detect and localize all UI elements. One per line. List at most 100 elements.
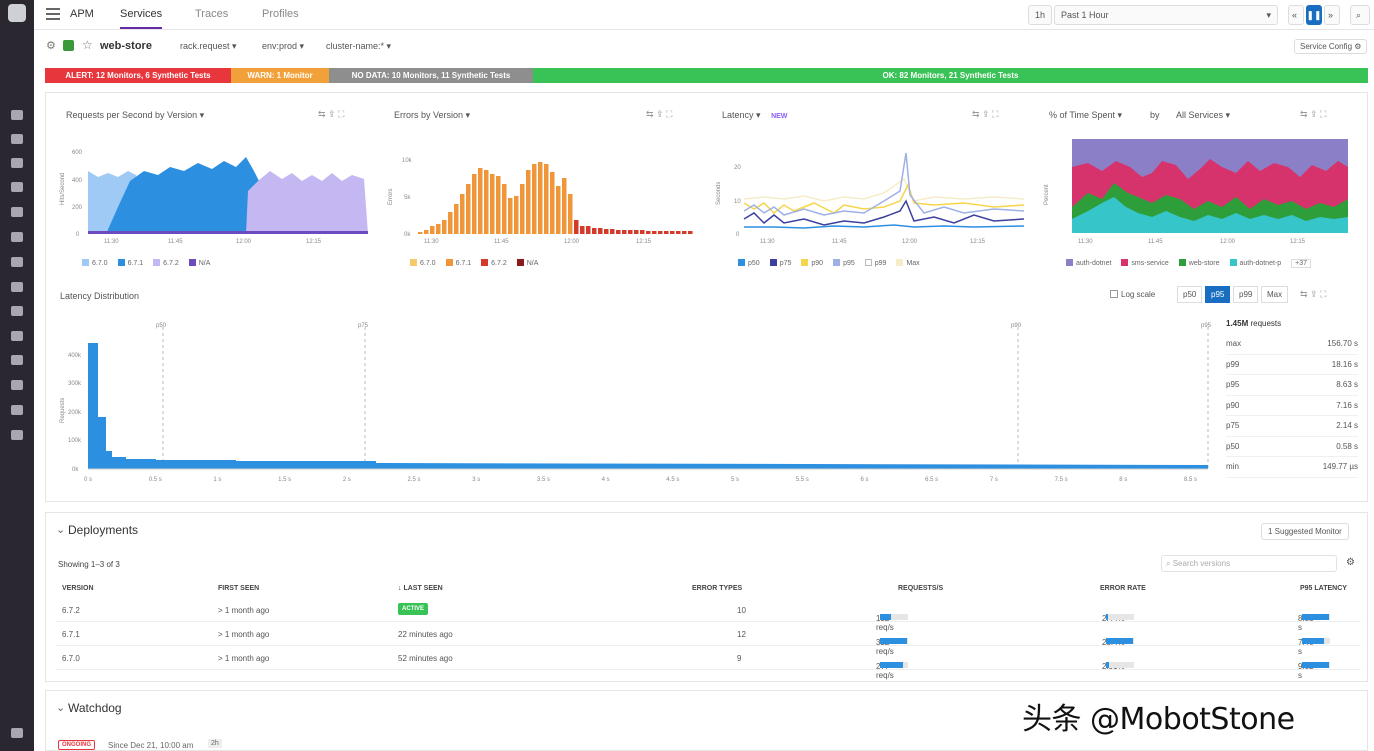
table-row[interactable]: 6.7.2 > 1 month ago ACTIVE 10 132 req/s … [56,598,1361,632]
col-last-seen[interactable]: ↓ LAST SEEN [398,585,443,592]
service-name: web-store [100,40,152,52]
collapse-chevron-icon[interactable]: ⌄ [56,702,66,714]
showing-count: Showing 1–3 of 3 [58,560,120,569]
log-scale-checkbox[interactable]: Log scale [1110,290,1155,299]
gear-icon[interactable]: ⚙ [1346,557,1355,568]
c1-xtick: 11:30 [104,239,119,245]
collapse-chevron-icon[interactable]: ⌄ [56,524,66,536]
col-version[interactable]: VERSION [62,585,94,592]
gear-icon[interactable]: ⚙ [46,40,56,52]
deployments-title: Deployments [68,523,139,537]
chart-latency-title[interactable]: Latency ▾ NEW [722,110,788,120]
col-first-seen[interactable]: FIRST SEEN [218,585,260,592]
chart-requests-title[interactable]: Requests per Second by Version ▾ [66,110,205,120]
legend-item[interactable]: 6.7.1 [117,259,143,267]
chart-errors-title[interactable]: Errors by Version ▾ [394,110,471,120]
status-ok[interactable]: OK: 82 Monitors, 21 Synthetic Tests [533,68,1368,83]
apm-icon[interactable] [11,257,23,267]
security-icon[interactable] [11,380,23,390]
help-icon[interactable] [11,728,23,738]
legend-more-button[interactable]: +37 [1291,259,1312,268]
datadog-logo-icon[interactable] [8,4,26,22]
legend-item[interactable]: Max [896,259,920,267]
tab-traces[interactable]: Traces [195,8,229,20]
suggested-monitor-button[interactable]: 1 Suggested Monitor [1261,523,1349,540]
status-warn[interactable]: WARN: 1 Monitor [231,68,329,83]
search-icon[interactable]: ⌕ [1350,5,1370,25]
percentile-button-p99[interactable]: p99 [1233,286,1259,303]
legend-item[interactable]: auth-dotnet-p [1229,259,1281,268]
chart-time-spent-actions[interactable]: ⇆ ⇪ ⛶ [1300,109,1327,119]
legend-item[interactable]: N/A [188,259,210,267]
filter-cluster[interactable]: cluster-name:* ▾ [326,41,392,51]
settings-icon[interactable] [11,430,23,440]
time-range-select[interactable]: Past 1 Hour ▾ [1054,5,1278,25]
apm-menu-icon[interactable] [46,8,60,20]
dashboards-icon[interactable] [11,158,23,168]
tab-profiles[interactable]: Profiles [262,8,299,20]
latency-dist-actions[interactable]: ⇆ ⇪ ⛶ [1300,289,1327,299]
service-config-button[interactable]: Service Config ⚙ [1294,39,1368,54]
error-bar [676,231,681,234]
error-bar [556,186,561,234]
chart-errors-actions[interactable]: ⇆ ⇪ ⛶ [646,109,673,119]
watchdog-icon[interactable] [11,134,23,144]
col-error-types[interactable]: ERROR TYPES [692,585,743,592]
time-short-label[interactable]: 1h [1028,5,1052,25]
legend-item[interactable]: 6.7.0 [82,259,108,267]
rewind-icon[interactable]: « [1288,5,1304,25]
chart-time-spent-title[interactable]: % of Time Spent ▾ [1049,110,1123,120]
shield-icon[interactable] [11,405,23,415]
marker-p75-label: p75 [358,323,369,329]
legend-item[interactable]: p99 [864,259,886,267]
legend-item[interactable]: 6.7.2 [481,259,507,267]
product-title: APM [70,8,94,20]
legend-item[interactable]: p50 [738,259,760,267]
filter-env[interactable]: env:prod ▾ [262,41,305,51]
col-error-rate[interactable]: ERROR RATE [1100,585,1146,592]
chart-latency-actions[interactable]: ⇆ ⇪ ⛶ [972,109,999,119]
error-bar [610,229,615,234]
integrations-icon[interactable] [11,232,23,242]
percentile-button-max[interactable]: Max [1261,286,1289,303]
legend-item[interactable]: 6.7.1 [445,259,471,267]
col-p95-latency[interactable]: P95 LATENCY [1300,585,1347,592]
status-alert[interactable]: ALERT: 12 Monitors, 6 Synthetic Tests [45,68,231,83]
search-icon[interactable] [11,110,23,120]
c1-ytick: 200 [72,205,83,211]
col-requests[interactable]: REQUESTS/S [898,585,944,592]
forward-icon[interactable]: » [1324,5,1340,25]
filter-operation[interactable]: rack.request ▾ [180,41,237,51]
status-nodata[interactable]: NO DATA: 10 Monitors, 11 Synthetic Tests [329,68,533,83]
legend-item[interactable]: 6.7.2 [153,259,179,267]
legend-item[interactable]: N/A [516,259,538,267]
table-row[interactable]: 6.7.0 > 1 month ago 52 minutes ago 9 277… [56,646,1361,680]
rum-icon[interactable] [11,355,23,365]
star-icon[interactable]: ☆ [82,38,93,52]
pause-icon[interactable]: ❚❚ [1306,5,1322,25]
legend-item[interactable]: sms-service [1121,259,1169,268]
percentile-button-p50[interactable]: p50 [1177,286,1203,303]
infrastructure-icon[interactable] [11,182,23,192]
legend-item[interactable]: auth-dotnet [1066,259,1111,268]
percentile-button-p95[interactable]: p95 [1205,286,1231,303]
chart-requests-actions[interactable]: ⇆ ⇪ ⛶ [318,109,345,119]
logs-icon[interactable] [11,306,23,316]
monitors-icon[interactable] [11,207,23,217]
notebooks-icon[interactable] [11,282,23,292]
c2-xtick: 12:15 [636,239,652,245]
error-bar [514,196,519,234]
synthetics-icon[interactable] [11,331,23,341]
c4-xtick: 11:45 [1148,239,1163,245]
legend-item[interactable]: web-store [1178,259,1220,268]
error-bar [532,164,537,234]
legend-item[interactable]: p75 [769,259,791,267]
table-row[interactable]: 6.7.1 > 1 month ago 22 minutes ago 12 32… [56,622,1361,656]
tab-services[interactable]: Services [120,8,163,29]
c1-ytick: 0 [76,232,80,238]
legend-item[interactable]: p95 [833,259,855,267]
legend-item[interactable]: 6.7.0 [410,259,436,267]
legend-item[interactable]: p90 [801,259,823,267]
search-versions-input[interactable]: ⌕ Search versions [1161,555,1337,572]
group-by-select[interactable]: All Services ▾ [1176,110,1231,120]
